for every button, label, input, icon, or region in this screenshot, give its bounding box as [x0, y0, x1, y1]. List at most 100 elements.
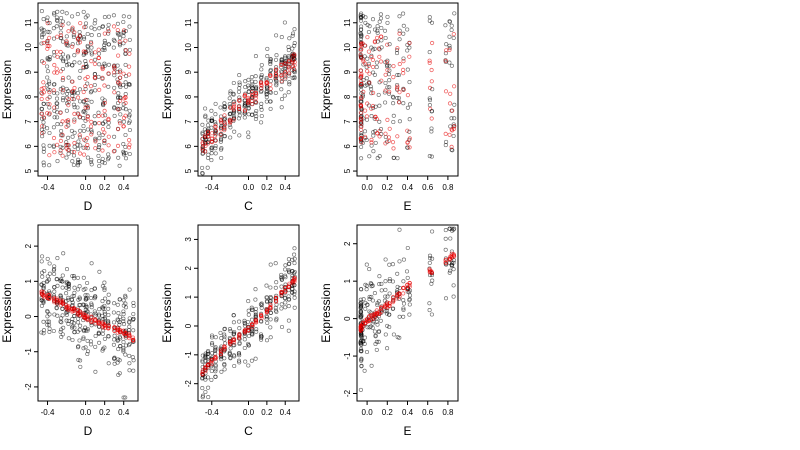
- observation-point: [209, 335, 215, 340]
- observation-point: [100, 96, 105, 101]
- observation-point: [249, 331, 254, 336]
- x-tick-label: 0.4: [118, 183, 130, 192]
- fitted-point: [92, 61, 98, 67]
- fitted-point: [384, 60, 390, 65]
- fitted-point: [397, 61, 402, 67]
- observation-point: [427, 15, 432, 20]
- observation-point: [231, 91, 236, 96]
- observation-point: [369, 91, 374, 96]
- observation-point: [401, 279, 406, 284]
- observation-point: [88, 39, 94, 44]
- observation-point: [449, 27, 454, 33]
- observation-point: [93, 333, 98, 339]
- observation-point: [358, 315, 363, 320]
- observation-point: [373, 334, 378, 339]
- observation-point: [279, 35, 284, 40]
- fitted-point: [54, 66, 59, 71]
- observation-point: [237, 319, 242, 324]
- observation-point: [279, 57, 284, 62]
- observation-point: [64, 267, 70, 272]
- observation-point: [117, 106, 122, 111]
- observation-point: [66, 318, 71, 323]
- observation-point: [372, 72, 377, 77]
- fitted-point: [75, 95, 81, 100]
- observation-point: [287, 261, 292, 266]
- fitted-point: [206, 141, 211, 146]
- fitted-point: [203, 134, 208, 140]
- observation-point: [448, 268, 453, 273]
- fitted-point: [209, 131, 215, 136]
- fitted-point: [291, 66, 297, 72]
- observation-point: [46, 277, 52, 282]
- fitted-point: [127, 138, 132, 143]
- observation-point: [259, 75, 264, 80]
- fitted-point: [407, 40, 412, 46]
- observation-point: [203, 137, 208, 142]
- observation-point: [451, 260, 456, 265]
- observation-point: [209, 377, 214, 382]
- observation-point: [85, 43, 90, 48]
- fitted-point: [123, 48, 129, 53]
- observation-point: [236, 116, 241, 121]
- observation-point: [89, 99, 94, 104]
- observation-point: [401, 11, 406, 16]
- observation-point: [116, 91, 121, 96]
- observation-point: [51, 26, 56, 31]
- observation-point: [395, 72, 400, 78]
- observation-point: [259, 72, 264, 78]
- observation-point: [39, 330, 44, 335]
- observation-point: [66, 21, 71, 26]
- y-tick-label: 6: [184, 144, 193, 149]
- observation-point: [55, 110, 60, 115]
- fitted-point: [279, 62, 284, 67]
- observation-point: [97, 340, 102, 345]
- fitted-point: [47, 111, 52, 116]
- observation-point: [123, 80, 128, 85]
- observation-point: [102, 47, 107, 52]
- fitted-point: [268, 86, 273, 91]
- observation-point: [264, 338, 270, 343]
- observation-point: [447, 46, 452, 51]
- observation-point: [264, 295, 269, 300]
- observation-point: [106, 299, 111, 304]
- observation-point: [290, 46, 295, 51]
- observation-point: [273, 261, 278, 266]
- observation-point: [112, 73, 117, 78]
- fitted-point: [283, 75, 288, 80]
- fitted-point: [117, 327, 122, 332]
- observation-point: [41, 280, 46, 285]
- observation-point: [358, 301, 363, 306]
- observation-point: [106, 319, 111, 324]
- observation-point: [85, 280, 90, 286]
- fitted-point: [397, 291, 402, 296]
- observation-point: [100, 299, 105, 304]
- fitted-point: [70, 79, 75, 84]
- observation-point: [96, 51, 102, 56]
- y-tick-label: 7: [24, 119, 33, 124]
- observation-point: [52, 271, 57, 277]
- observation-point: [70, 159, 75, 164]
- observation-point: [385, 294, 390, 299]
- observation-point: [111, 342, 116, 347]
- fitted-point: [97, 121, 102, 126]
- observation-point: [451, 267, 456, 272]
- fitted-point: [249, 98, 254, 104]
- observation-point: [279, 105, 284, 110]
- y-axis-label: Expression: [160, 283, 174, 342]
- observation-point: [377, 274, 382, 279]
- fitted-point: [268, 73, 273, 78]
- observation-point: [61, 95, 66, 101]
- observation-point: [81, 35, 86, 40]
- fitted-point: [246, 95, 251, 101]
- observation-point: [66, 43, 71, 48]
- observation-point: [367, 24, 372, 29]
- observation-point: [290, 33, 295, 38]
- observation-point: [242, 337, 247, 342]
- fitted-point: [279, 79, 284, 84]
- observation-point: [52, 285, 57, 290]
- fitted-point: [369, 140, 374, 145]
- observation-point: [88, 90, 93, 95]
- observation-point: [209, 116, 214, 121]
- observation-point: [236, 358, 242, 363]
- fitted-point: [395, 134, 400, 139]
